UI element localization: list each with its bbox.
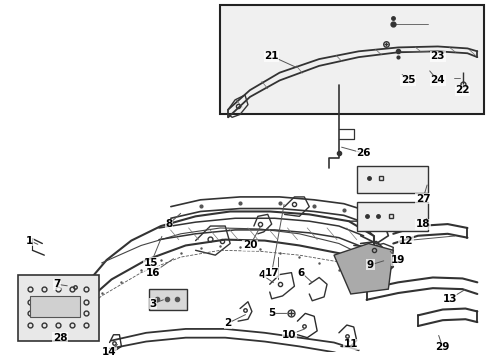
Bar [149, 289, 187, 310]
Text: 28: 28 [53, 333, 67, 343]
Text: 18: 18 [416, 219, 430, 229]
Text: 24: 24 [431, 76, 445, 85]
Bar [30, 296, 80, 317]
Text: 25: 25 [401, 76, 416, 85]
Text: 1: 1 [26, 235, 33, 246]
Text: 11: 11 [343, 339, 358, 350]
Text: 21: 21 [265, 51, 279, 61]
Text: 14: 14 [102, 347, 117, 357]
Text: 12: 12 [399, 235, 414, 246]
Text: 6: 6 [298, 267, 305, 278]
Text: 19: 19 [391, 255, 405, 265]
Text: 3: 3 [149, 299, 157, 309]
Text: 4: 4 [258, 270, 266, 280]
Text: 2: 2 [224, 318, 232, 328]
Text: 8: 8 [165, 219, 172, 229]
Text: 26: 26 [356, 148, 371, 158]
Bar [357, 166, 428, 193]
Text: 7: 7 [53, 279, 61, 289]
Bar [357, 202, 428, 231]
Bar [220, 5, 484, 114]
Bar [18, 275, 98, 341]
Text: 23: 23 [431, 51, 445, 61]
Text: 5: 5 [268, 309, 275, 318]
Text: 22: 22 [455, 85, 470, 95]
Text: 15: 15 [144, 258, 158, 268]
Text: 16: 16 [146, 267, 160, 278]
Polygon shape [334, 243, 393, 294]
Text: 10: 10 [282, 330, 297, 340]
Text: 27: 27 [416, 194, 430, 204]
Text: 20: 20 [243, 240, 257, 251]
Text: 29: 29 [436, 342, 450, 352]
Text: 9: 9 [367, 260, 374, 270]
Text: 13: 13 [442, 294, 457, 304]
Text: 17: 17 [265, 267, 279, 278]
